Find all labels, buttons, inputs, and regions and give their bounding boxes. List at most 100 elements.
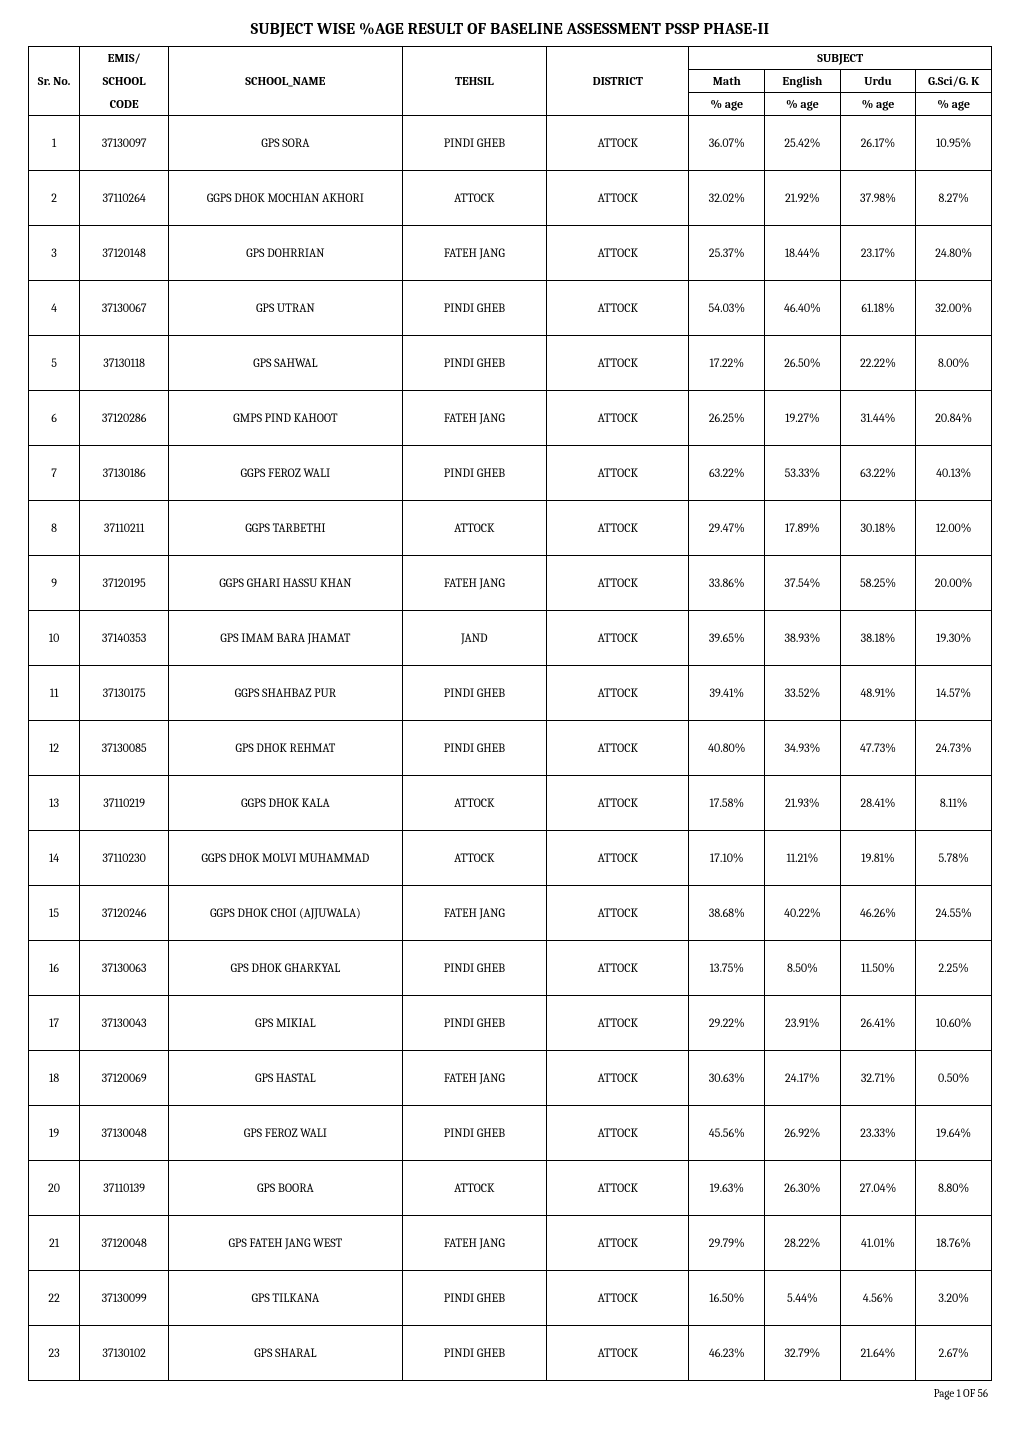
cell-name: GPS UTRAN <box>169 281 403 336</box>
header-emis-top: EMIS/ <box>80 47 169 70</box>
cell-math: 40.80% <box>689 721 765 776</box>
cell-emis: 37110230 <box>80 831 169 886</box>
cell-english: 5.44% <box>765 1271 841 1326</box>
cell-english: 24.17% <box>765 1051 841 1106</box>
cell-tehsil: ATTOCK <box>402 501 547 556</box>
cell-urdu: 37.98% <box>840 171 916 226</box>
cell-sr: 4 <box>29 281 80 336</box>
cell-sr: 20 <box>29 1161 80 1216</box>
cell-gsci: 18.76% <box>916 1216 992 1271</box>
cell-sr: 15 <box>29 886 80 941</box>
table-row: 1937130048GPS FEROZ WALIPINDI GHEBATTOCK… <box>29 1106 992 1161</box>
cell-english: 11.21% <box>765 831 841 886</box>
cell-emis: 37130085 <box>80 721 169 776</box>
cell-name: GGPS GHARI HASSU KHAN <box>169 556 403 611</box>
cell-english: 38.93% <box>765 611 841 666</box>
cell-urdu: 38.18% <box>840 611 916 666</box>
table-header: Sr. No. EMIS/ SCHOOL_NAME TEHSIL DISTRIC… <box>29 47 992 116</box>
cell-district: ATTOCK <box>547 721 689 776</box>
cell-district: ATTOCK <box>547 336 689 391</box>
cell-name: GMPS PIND KAHOOT <box>169 391 403 446</box>
header-emis-bot: CODE <box>80 93 169 116</box>
cell-gsci: 3.20% <box>916 1271 992 1326</box>
cell-math: 17.58% <box>689 776 765 831</box>
table-row: 537130118GPS SAHWALPINDI GHEBATTOCK17.22… <box>29 336 992 391</box>
cell-district: ATTOCK <box>547 1271 689 1326</box>
cell-name: GGPS DHOK KALA <box>169 776 403 831</box>
cell-urdu: 31.44% <box>840 391 916 446</box>
table-row: 1337110219GGPS DHOK KALAATTOCKATTOCK17.5… <box>29 776 992 831</box>
cell-emis: 37120148 <box>80 226 169 281</box>
cell-math: 25.37% <box>689 226 765 281</box>
cell-english: 26.50% <box>765 336 841 391</box>
cell-english: 34.93% <box>765 721 841 776</box>
cell-math: 39.65% <box>689 611 765 666</box>
cell-emis: 37130043 <box>80 996 169 1051</box>
cell-urdu: 47.73% <box>840 721 916 776</box>
table-row: 2237130099GPS TILKANAPINDI GHEBATTOCK16.… <box>29 1271 992 1326</box>
cell-tehsil: ATTOCK <box>402 171 547 226</box>
results-table: Sr. No. EMIS/ SCHOOL_NAME TEHSIL DISTRIC… <box>28 46 992 1381</box>
table-row: 837110211GGPS TARBETHIATTOCKATTOCK29.47%… <box>29 501 992 556</box>
cell-district: ATTOCK <box>547 446 689 501</box>
cell-district: ATTOCK <box>547 1161 689 1216</box>
table-row: 237110264GGPS DHOK MOCHIAN AKHORIATTOCKA… <box>29 171 992 226</box>
cell-math: 26.25% <box>689 391 765 446</box>
cell-emis: 37130048 <box>80 1106 169 1161</box>
header-tehsil: TEHSIL <box>402 47 547 116</box>
cell-district: ATTOCK <box>547 281 689 336</box>
cell-district: ATTOCK <box>547 886 689 941</box>
cell-gsci: 24.55% <box>916 886 992 941</box>
cell-tehsil: PINDI GHEB <box>402 336 547 391</box>
header-school-name: SCHOOL_NAME <box>169 47 403 116</box>
cell-sr: 10 <box>29 611 80 666</box>
cell-tehsil: FATEH JANG <box>402 226 547 281</box>
cell-district: ATTOCK <box>547 501 689 556</box>
cell-tehsil: PINDI GHEB <box>402 1106 547 1161</box>
cell-math: 32.02% <box>689 171 765 226</box>
cell-district: ATTOCK <box>547 1106 689 1161</box>
cell-gsci: 24.80% <box>916 226 992 281</box>
cell-district: ATTOCK <box>547 226 689 281</box>
cell-english: 23.91% <box>765 996 841 1051</box>
cell-tehsil: PINDI GHEB <box>402 446 547 501</box>
cell-english: 28.22% <box>765 1216 841 1271</box>
cell-sr: 17 <box>29 996 80 1051</box>
cell-tehsil: PINDI GHEB <box>402 1271 547 1326</box>
cell-emis: 37130097 <box>80 116 169 171</box>
cell-district: ATTOCK <box>547 556 689 611</box>
cell-tehsil: FATEH JANG <box>402 391 547 446</box>
cell-tehsil: ATTOCK <box>402 1161 547 1216</box>
cell-sr: 3 <box>29 226 80 281</box>
cell-sr: 2 <box>29 171 80 226</box>
cell-sr: 12 <box>29 721 80 776</box>
cell-urdu: 32.71% <box>840 1051 916 1106</box>
cell-gsci: 2.25% <box>916 941 992 996</box>
cell-gsci: 8.00% <box>916 336 992 391</box>
cell-math: 13.75% <box>689 941 765 996</box>
page-footer: Page 1 OF 56 <box>28 1387 992 1400</box>
cell-math: 46.23% <box>689 1326 765 1381</box>
cell-urdu: 61.18% <box>840 281 916 336</box>
table-row: 1737130043GPS MIKIALPINDI GHEBATTOCK29.2… <box>29 996 992 1051</box>
cell-district: ATTOCK <box>547 391 689 446</box>
header-urdu: Urdu <box>840 70 916 93</box>
cell-sr: 1 <box>29 116 80 171</box>
cell-tehsil: PINDI GHEB <box>402 1326 547 1381</box>
cell-gsci: 32.00% <box>916 281 992 336</box>
cell-gsci: 8.27% <box>916 171 992 226</box>
cell-gsci: 2.67% <box>916 1326 992 1381</box>
cell-name: GPS DHOK REHMAT <box>169 721 403 776</box>
cell-tehsil: FATEH JANG <box>402 556 547 611</box>
cell-urdu: 23.17% <box>840 226 916 281</box>
cell-gsci: 40.13% <box>916 446 992 501</box>
table-row: 1437110230GGPS DHOK MOLVI MUHAMMADATTOCK… <box>29 831 992 886</box>
table-row: 1837120069GPS HASTALFATEH JANGATTOCK30.6… <box>29 1051 992 1106</box>
header-pct-math: % age <box>689 93 765 116</box>
cell-name: GGPS DHOK CHOI (AJJUWALA) <box>169 886 403 941</box>
cell-gsci: 14.57% <box>916 666 992 721</box>
cell-gsci: 10.60% <box>916 996 992 1051</box>
cell-math: 29.79% <box>689 1216 765 1271</box>
table-row: 2137120048GPS FATEH JANG WESTFATEH JANGA… <box>29 1216 992 1271</box>
cell-district: ATTOCK <box>547 941 689 996</box>
